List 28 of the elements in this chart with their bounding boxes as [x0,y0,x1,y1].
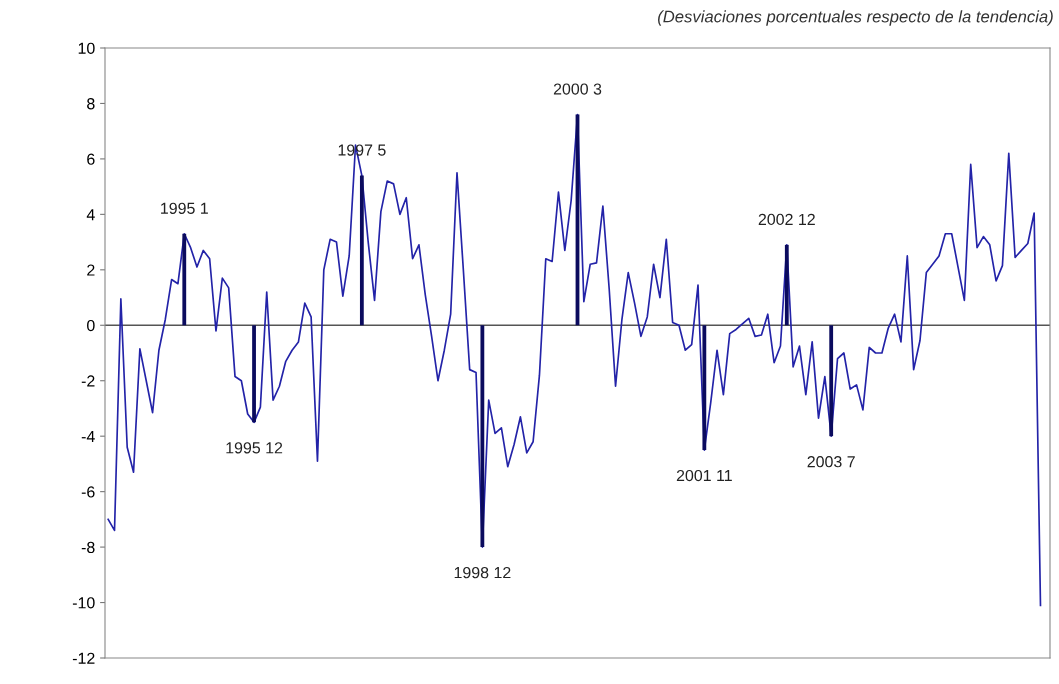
annotation: 1998 12 [454,566,511,579]
bar [829,325,834,437]
annotation: 1995 12 [226,442,283,454]
bar [359,175,364,326]
bar [182,233,187,326]
y-tick-label: -8 [81,541,95,554]
y-tick-label: -4 [81,430,95,442]
y-tick-label: 6 [87,153,95,165]
y-tick-label: -12 [72,652,95,664]
line-series [107,113,1042,607]
y-tick-label: 0 [87,319,95,332]
y-tick-label: 2 [87,264,95,276]
annotation: 1995 1 [161,202,208,214]
annotation: 2001 11 [676,469,732,482]
bar [252,325,256,423]
annotation: 2000 3 [553,83,602,95]
annotation: 2002 12 [758,213,815,226]
y-tick-label: -6 [81,486,95,498]
y-tick-label: 4 [86,209,95,221]
y-tick-label: -2 [81,375,95,387]
bar [784,244,789,326]
annotation: 2003 7 [807,456,855,468]
bar [702,325,707,451]
bar [480,325,485,548]
y-tick-label: 8 [87,98,95,110]
y-tick-label: -10 [72,597,95,609]
chart-subtitle: (Desviaciones porcentuales respecto de la tendencia) [657,10,1053,26]
y-tick-label: 10 [78,42,95,54]
